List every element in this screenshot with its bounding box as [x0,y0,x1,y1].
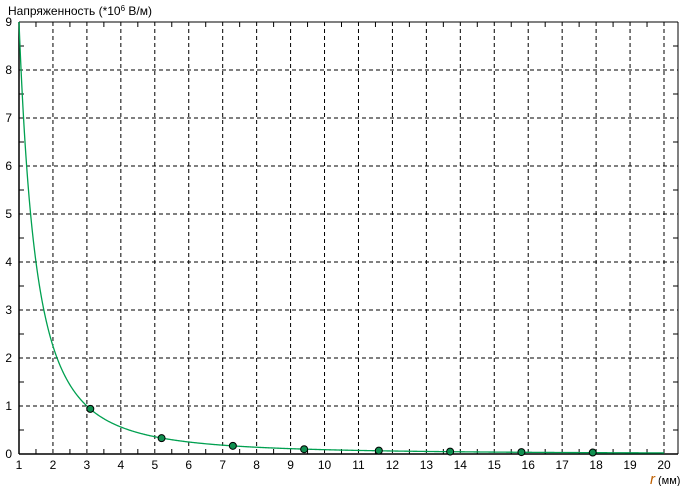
x-tick-label: 15 [488,458,502,472]
x-tick-label: 12 [386,458,400,472]
x-tick-label: 4 [117,458,124,472]
y-tick-label: 6 [5,159,12,173]
x-tick-label: 11 [352,458,365,472]
data-points [86,404,597,457]
y-tick-label: 0 [5,447,12,461]
x-tick-label: 19 [623,458,637,472]
grid [19,22,678,454]
y-tick-label: 9 [5,15,12,29]
y-tick-label: 5 [5,207,12,221]
data-point [517,448,526,457]
y-tick-label: 2 [5,351,12,365]
y-tick-label: 7 [5,111,12,125]
y-tick-label: 8 [5,63,12,77]
data-point [300,445,309,454]
x-tick-label: 17 [555,458,569,472]
y-tick-label: 1 [5,399,12,413]
x-tick-label: 5 [151,458,158,472]
data-point [228,441,237,450]
x-tick-label: 10 [318,458,332,472]
series-curve [18,21,664,454]
y-axis-label: Напряженность (*106 В/м) [8,4,152,18]
data-point [86,404,95,413]
tick-labels: 1 2 3 4 5 6 7 8 9 10 11 12 13 14 15 16 17 18 19 20012345678… [5,15,671,472]
x-tick-label: 16 [522,458,536,472]
data-point [157,434,166,443]
y-tick-label: 4 [5,255,12,269]
x-tick-label: 20 [657,458,671,472]
x-tick-label: 13 [420,458,434,472]
data-point [446,447,455,456]
x-axis-label: r (мм) [650,471,680,486]
data-point [588,448,597,457]
axes [18,21,679,455]
x-tick-label: 2 [50,458,57,472]
x-tick-label: 9 [287,458,294,472]
y-tick-label: 3 [5,303,12,317]
x-tick-label: 6 [185,458,192,472]
x-tick-label: 14 [454,458,468,472]
data-point [374,446,383,455]
x-tick-label: 1 [16,458,23,472]
x-tick-label: 8 [253,458,260,472]
x-tick-label: 18 [589,458,603,472]
x-tick-label: 7 [219,458,226,472]
x-tick-label: 3 [84,458,91,472]
